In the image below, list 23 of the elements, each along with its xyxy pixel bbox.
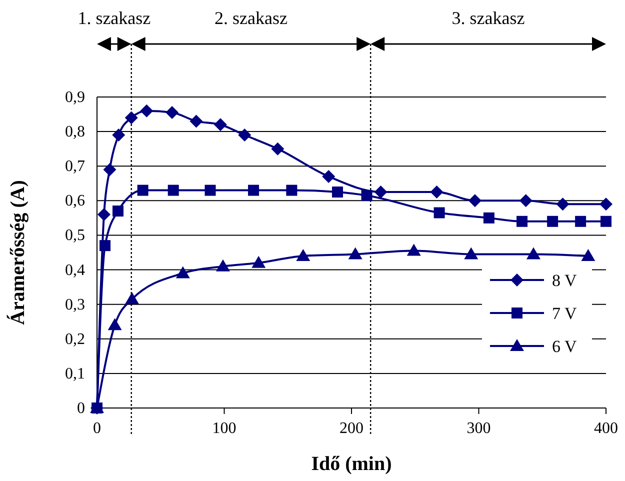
y-tick-label: 0,7 [65, 158, 85, 176]
y-tick-label: 0 [77, 400, 85, 417]
legend-label: 6 V [552, 337, 578, 356]
y-tick-label: 0,9 [65, 89, 85, 106]
legend-label: 8 V [552, 271, 578, 290]
x-tick-label: 0 [93, 420, 101, 437]
y-tick-label: 0,3 [65, 296, 85, 314]
text: 2. szakasz [214, 8, 288, 28]
y-tick-label: 0,6 [65, 192, 85, 210]
y-tick-label: 0,5 [65, 227, 85, 244]
y-tick-label: 0,8 [65, 124, 85, 141]
y-axis-title: Áramerősség (A) [6, 180, 29, 325]
x-axis-title: Idő (min) [311, 453, 392, 475]
x-tick-label: 100 [212, 420, 236, 437]
y-tick-label: 0,4 [65, 262, 85, 279]
x-tick-label: 200 [340, 420, 364, 437]
x-tick-label: 400 [594, 420, 618, 437]
text: 1. szakasz [78, 8, 151, 28]
text: 3. szakasz [452, 8, 525, 28]
x-tick-label: 300 [466, 420, 491, 437]
legend-label: 7 V [552, 304, 578, 323]
y-tick-label: 0,1 [65, 365, 85, 382]
y-tick-label: 0,2 [65, 330, 85, 348]
